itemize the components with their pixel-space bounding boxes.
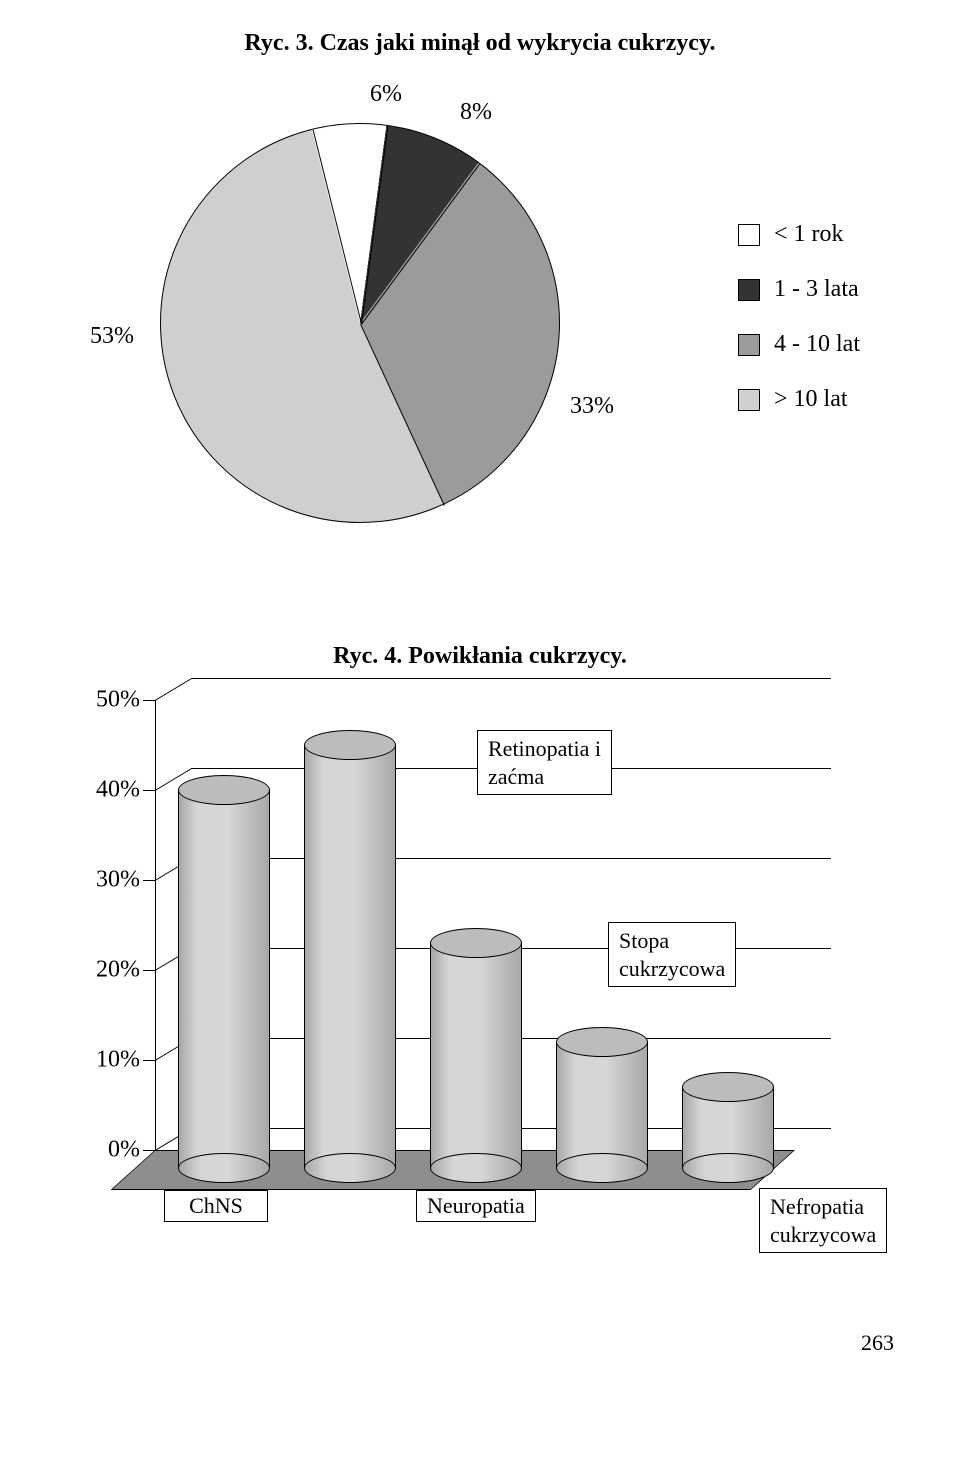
y-axis-label: 30%	[40, 867, 140, 894]
pie-chart: 6% 8% 33% 53% < 1 rok 1 - 3 lata 4 - 10 …	[60, 63, 900, 603]
bar-title: Ryc. 4. Powikłania cukrzycy.	[60, 643, 900, 670]
bar-body	[556, 1042, 648, 1168]
x-axis-label: Neuropatia	[416, 1190, 536, 1222]
bar-bottom-ellipse	[430, 1153, 522, 1183]
y-tick	[143, 790, 155, 791]
bar-top-ellipse	[556, 1027, 648, 1057]
y-axis-label: 40%	[40, 777, 140, 804]
y-axis-label: 0%	[40, 1137, 140, 1164]
bar-bottom-ellipse	[682, 1153, 774, 1183]
y-tick	[143, 1150, 155, 1151]
x-axis-label: ChNS	[164, 1190, 268, 1222]
pie-separator	[361, 126, 388, 324]
pie-legend: < 1 rok 1 - 3 lata 4 - 10 lat > 10 lat	[738, 193, 860, 441]
y-axis-label: 10%	[40, 1047, 140, 1074]
bar-body	[430, 943, 522, 1168]
bar-cylinder	[304, 745, 396, 1168]
legend-row: 1 - 3 lata	[738, 276, 860, 303]
grid-shelf	[155, 678, 192, 700]
series-label: Nefropatia cukrzycowa	[759, 1188, 887, 1253]
y-tick	[143, 970, 155, 971]
pie-slice-label-0: 6%	[370, 81, 402, 108]
legend-swatch-1	[738, 279, 760, 301]
grid-line	[191, 678, 831, 679]
page-number: 263	[60, 1330, 900, 1356]
legend-row: > 10 lat	[738, 386, 860, 413]
series-label: Retinopatia i zaćma	[477, 730, 612, 795]
grid-line	[191, 858, 831, 859]
bar-body	[304, 745, 396, 1168]
legend-row: 4 - 10 lat	[738, 331, 860, 358]
bar-top-ellipse	[304, 730, 396, 760]
bar-cylinder	[430, 943, 522, 1168]
y-axis	[155, 700, 156, 1150]
legend-label-3: > 10 lat	[774, 386, 848, 413]
legend-label-0: < 1 rok	[774, 221, 844, 248]
legend-label-1: 1 - 3 lata	[774, 276, 859, 303]
legend-swatch-0	[738, 224, 760, 246]
bar-bottom-ellipse	[556, 1153, 648, 1183]
bar-cylinder	[682, 1087, 774, 1168]
bar-cylinder	[178, 790, 270, 1168]
series-label: Stopa cukrzycowa	[608, 922, 736, 987]
bar-body	[178, 790, 270, 1168]
bar-bottom-ellipse	[304, 1153, 396, 1183]
cylinder-bar-chart: 0%10%20%30%40%50% ChNSNeuropatiaRetinopa…	[60, 690, 900, 1270]
legend-row: < 1 rok	[738, 221, 860, 248]
bar-top-ellipse	[682, 1072, 774, 1102]
pie-separator	[313, 130, 362, 324]
pie-title: Ryc. 3. Czas jaki minął od wykrycia cukr…	[60, 30, 900, 57]
bar-bottom-ellipse	[178, 1153, 270, 1183]
pie-slice-label-2: 33%	[570, 393, 614, 420]
pie-separator	[360, 324, 445, 506]
bar-top-ellipse	[430, 928, 522, 958]
bar-cylinder	[556, 1042, 648, 1168]
pie-body	[160, 123, 560, 523]
y-tick	[143, 1060, 155, 1061]
y-tick	[143, 700, 155, 701]
legend-label-2: 4 - 10 lat	[774, 331, 860, 358]
pie-slice-label-3: 53%	[90, 323, 134, 350]
page-root: Ryc. 3. Czas jaki minął od wykrycia cukr…	[0, 0, 960, 1396]
pie-slice-label-1: 8%	[460, 99, 492, 126]
y-axis-label: 50%	[40, 687, 140, 714]
bar-top-ellipse	[178, 775, 270, 805]
y-tick	[143, 880, 155, 881]
legend-swatch-3	[738, 389, 760, 411]
legend-swatch-2	[738, 334, 760, 356]
y-axis-label: 20%	[40, 957, 140, 984]
